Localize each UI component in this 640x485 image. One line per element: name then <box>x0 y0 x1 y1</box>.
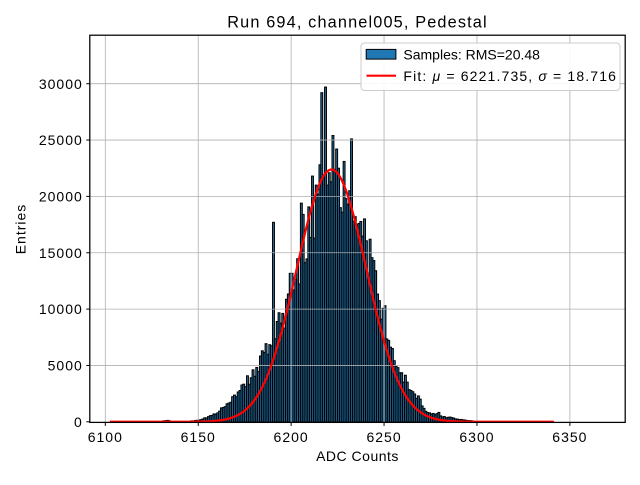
svg-text:0: 0 <box>74 414 83 430</box>
svg-text:10000: 10000 <box>39 301 83 317</box>
svg-text:15000: 15000 <box>39 245 83 261</box>
svg-text:6300: 6300 <box>459 429 494 445</box>
svg-text:Samples: RMS=20.48: Samples: RMS=20.48 <box>403 46 540 62</box>
svg-text:20000: 20000 <box>39 189 83 205</box>
svg-text:Run 694, channel005, Pedestal: Run 694, channel005, Pedestal <box>227 13 488 31</box>
svg-text:5000: 5000 <box>48 358 83 374</box>
svg-text:6100: 6100 <box>88 429 123 445</box>
svg-text:30000: 30000 <box>39 76 83 92</box>
svg-text:25000: 25000 <box>39 132 83 148</box>
svg-text:6350: 6350 <box>552 429 587 445</box>
svg-text:Entries: Entries <box>13 204 29 255</box>
svg-text:ADC Counts: ADC Counts <box>316 448 399 464</box>
svg-text:Fit: μ = 6221.735, σ = 18.716: Fit: μ = 6221.735, σ = 18.716 <box>403 68 617 84</box>
svg-text:6250: 6250 <box>366 429 401 445</box>
svg-text:6150: 6150 <box>181 429 216 445</box>
svg-text:6200: 6200 <box>274 429 309 445</box>
